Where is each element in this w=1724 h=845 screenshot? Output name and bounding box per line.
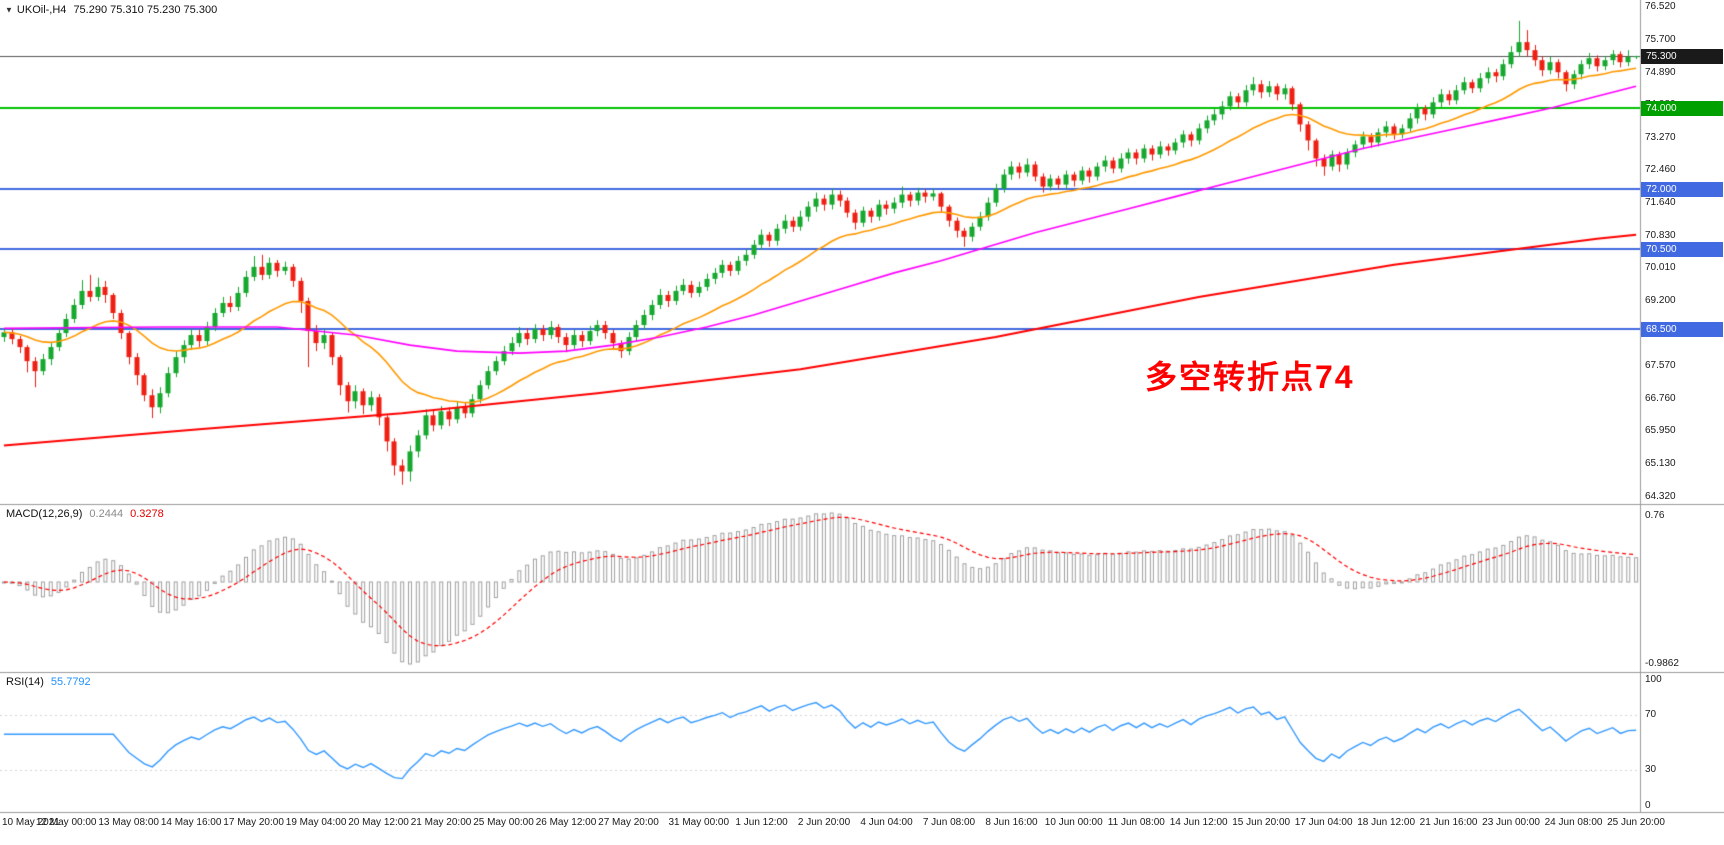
- chart-ohlc-quotes: 75.290 75.310 75.230 75.300: [73, 4, 218, 16]
- time-axis[interactable]: [0, 813, 1724, 845]
- price-axis[interactable]: [1640, 0, 1724, 813]
- chart-dropdown-icon[interactable]: ▼: [5, 5, 13, 15]
- macd-main-value: 0.2444: [89, 508, 124, 520]
- macd-indicator-label: MACD(12,26,9) 0.2444 0.3278: [6, 508, 164, 520]
- rsi-indicator-label: RSI(14) 55.7792: [6, 676, 91, 688]
- chart-symbol-period: UKOil-,H4: [16, 4, 67, 16]
- chart-annotation: 多空转折点74: [1145, 359, 1355, 395]
- rsi-name: RSI(14): [6, 676, 44, 688]
- macd-signal-value: 0.3278: [130, 508, 164, 520]
- macd-name: MACD(12,26,9): [6, 508, 83, 520]
- rsi-value: 55.7792: [50, 676, 91, 688]
- chart-title: ▼ UKOil-,H4 75.290 75.310 75.230 75.300: [5, 4, 217, 16]
